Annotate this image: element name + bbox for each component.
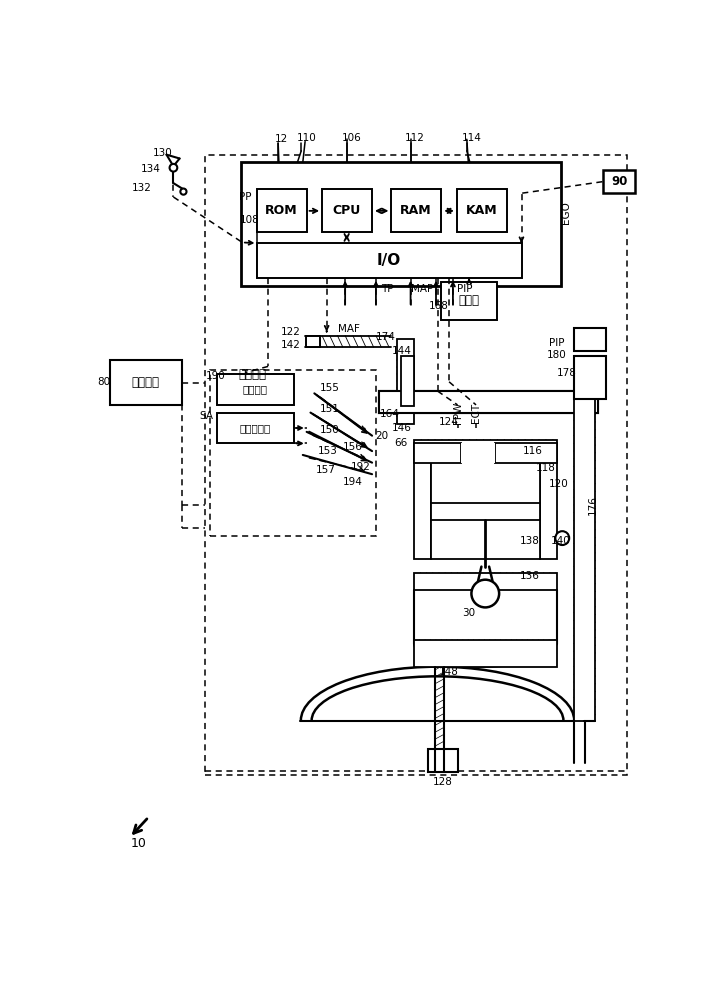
Text: I/O: I/O [377,253,401,268]
Text: ROM: ROM [265,204,298,217]
Text: 130: 130 [153,148,173,158]
Text: 离子传感器: 离子传感器 [239,423,271,433]
Bar [379,391,598,413]
Text: 80: 80 [97,377,110,387]
Text: 190: 190 [206,371,226,381]
Text: 155: 155 [320,383,340,393]
Text: 153: 153 [318,446,338,456]
Text: 112: 112 [405,133,424,143]
Text: 116: 116 [523,446,543,456]
Text: 110: 110 [297,133,316,143]
Bar [496,443,557,463]
Text: 140: 140 [551,536,570,546]
Bar [574,397,595,721]
Bar [431,459,540,559]
Text: ECT: ECT [471,403,481,423]
Bar [574,356,606,399]
Bar [379,391,598,413]
Text: 120: 120 [548,479,568,489]
Text: 122: 122 [281,327,301,337]
Text: RAM: RAM [400,204,432,217]
Text: 194: 194 [343,477,363,487]
Bar [216,413,293,443]
Text: 10: 10 [131,837,146,850]
Text: 157: 157 [316,465,336,475]
Bar [322,189,372,232]
Text: PP: PP [238,192,251,202]
Text: PIP: PIP [457,284,472,294]
Bar [401,356,413,406]
Text: SA: SA [199,411,213,421]
Text: 144: 144 [392,346,412,356]
Text: 114: 114 [461,133,481,143]
Bar [441,282,497,320]
Circle shape [471,580,499,607]
Text: EGO: EGO [561,201,571,224]
Bar [216,374,293,405]
Text: 146: 146 [392,423,412,433]
Bar [414,459,431,559]
Text: 136: 136 [520,571,540,581]
Text: 132: 132 [132,183,152,193]
Text: 90: 90 [611,175,628,188]
Text: 180: 180 [547,350,567,360]
Text: 20: 20 [376,431,388,441]
Circle shape [181,189,186,195]
Bar [397,339,413,424]
Text: 118: 118 [536,463,555,473]
Bar [540,459,557,559]
Text: 156: 156 [343,442,363,452]
Text: MAP: MAP [411,284,433,294]
Bar [461,443,496,463]
Bar [306,336,320,347]
Text: 174: 174 [376,332,396,342]
Text: 192: 192 [351,462,371,472]
Text: 164: 164 [380,409,400,419]
Bar [256,189,306,232]
Text: 108: 108 [240,215,259,225]
Bar [110,360,182,405]
Text: 点火系统: 点火系统 [243,384,268,394]
Text: 驱动器: 驱动器 [458,294,480,307]
Text: PIP: PIP [549,338,565,348]
Bar [414,640,557,667]
Text: 124: 124 [439,417,459,427]
Text: 176: 176 [588,495,598,515]
Text: 150: 150 [320,425,340,435]
Text: 148: 148 [438,667,458,677]
Bar [414,440,557,459]
Bar [256,243,522,278]
Circle shape [555,531,569,545]
Text: 168: 168 [428,301,448,311]
Text: KAM: KAM [466,204,497,217]
Text: 12: 12 [275,134,288,144]
Text: 134: 134 [141,164,160,174]
Bar [428,749,458,772]
Bar [574,328,606,351]
Bar [211,370,376,536]
Text: 66: 66 [394,438,407,448]
Circle shape [170,164,177,172]
Text: MAF: MAF [338,324,360,334]
Bar [205,155,627,774]
Bar [414,573,557,590]
Bar [431,503,540,520]
Text: 点火系统: 点火系统 [238,368,267,381]
Bar [241,162,560,286]
Bar [603,170,635,193]
Text: 142: 142 [281,340,301,350]
Text: FPW: FPW [453,401,463,424]
Bar [457,189,507,232]
Text: 燃料系统: 燃料系统 [131,376,160,389]
Text: 30: 30 [462,608,475,618]
Bar [391,189,441,232]
Bar [414,443,461,463]
Text: 151: 151 [320,404,340,414]
Text: 178: 178 [557,368,577,378]
Text: 138: 138 [520,536,540,546]
Text: CPU: CPU [333,204,361,217]
Text: 106: 106 [341,133,361,143]
Text: 128: 128 [433,777,453,787]
Text: TP: TP [381,284,393,294]
